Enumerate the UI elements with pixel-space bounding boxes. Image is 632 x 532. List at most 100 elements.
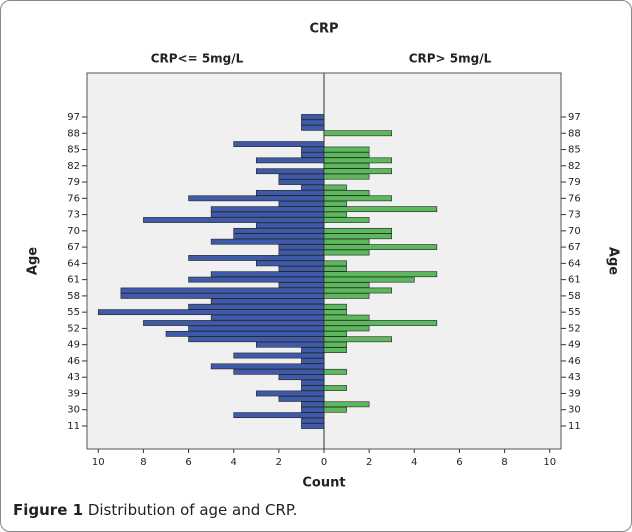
bar — [188, 336, 325, 343]
bar — [278, 282, 325, 288]
chart-title: CRP — [309, 22, 338, 37]
bar — [301, 401, 325, 408]
bar — [323, 330, 347, 337]
bar — [188, 325, 325, 332]
y-tick-label: 76 — [67, 193, 80, 204]
y-tick-label: 85 — [568, 145, 581, 156]
bar — [323, 320, 438, 326]
bar — [323, 227, 393, 234]
bar — [323, 282, 370, 288]
bar — [301, 114, 325, 120]
bar — [323, 190, 370, 196]
y-tick-label: 79 — [67, 177, 80, 188]
bar — [323, 260, 347, 267]
bar — [233, 227, 325, 234]
bar — [323, 130, 393, 137]
y-tick-label: 70 — [67, 226, 80, 237]
x-tick-label: 8 — [501, 457, 507, 468]
x-tick-label: 8 — [140, 457, 146, 468]
bar — [323, 184, 347, 191]
y-tick-label: 85 — [67, 145, 80, 156]
bar — [188, 255, 325, 261]
bar — [188, 303, 325, 310]
bar — [323, 341, 347, 348]
bar — [255, 157, 325, 164]
y-tick-label: 76 — [568, 193, 581, 204]
y-tick-label: 39 — [568, 388, 581, 399]
y-tick-label: 30 — [67, 405, 80, 416]
bar — [278, 200, 325, 207]
bar — [278, 374, 325, 381]
y-tick-label: 61 — [67, 275, 80, 286]
bar — [210, 314, 325, 321]
bar — [255, 190, 325, 196]
caption: Figure 1 Distribution of age and CRP. — [13, 501, 297, 519]
y-tick-label: 64 — [568, 258, 581, 269]
x-tick-label: 0 — [321, 457, 327, 468]
y-tick-label: 97 — [67, 112, 80, 123]
bar — [255, 260, 325, 267]
bar — [278, 249, 325, 256]
bar — [323, 406, 347, 413]
y-tick-label: 43 — [67, 372, 80, 383]
x-tick-label: 2 — [366, 457, 372, 468]
y-tick-label: 58 — [568, 291, 581, 302]
bar — [323, 162, 370, 169]
y-tick-label: 30 — [568, 405, 581, 416]
y-tick-label: 11 — [568, 421, 581, 432]
left-panel-title: CRP<= 5mg/L — [151, 52, 244, 66]
y-tick-label: 55 — [568, 307, 581, 318]
bar — [323, 325, 370, 332]
bar — [233, 368, 325, 375]
x-tick-label: 10 — [543, 457, 556, 468]
bar — [210, 271, 325, 278]
y-tick-label: 88 — [67, 128, 80, 139]
bar — [143, 320, 325, 326]
bar — [233, 412, 325, 419]
y-tick-label: 49 — [67, 340, 80, 351]
y-tick-label: 67 — [568, 242, 581, 253]
bar — [323, 233, 393, 240]
bar — [143, 217, 325, 223]
x-tick-label: 10 — [92, 457, 105, 468]
bar — [301, 124, 325, 131]
bar — [323, 303, 347, 310]
bar — [278, 244, 325, 250]
caption-label: Figure 1 — [13, 501, 84, 519]
y-tick-label: 39 — [67, 388, 80, 399]
bar — [323, 244, 438, 250]
bar — [301, 347, 325, 353]
y-tick-label: 82 — [67, 161, 80, 172]
bar — [210, 206, 325, 213]
chart: CRP CRP<= 5mg/L CRP> 5mg/L Count Age Age… — [26, 22, 621, 491]
bar — [255, 390, 325, 397]
bar — [323, 314, 370, 321]
y-axis-title-right: Age — [606, 247, 621, 275]
bar — [323, 168, 393, 175]
y-tick-label: 70 — [568, 226, 581, 237]
bar — [301, 406, 325, 413]
bar — [323, 309, 347, 316]
x-tick-label: 2 — [276, 457, 282, 468]
y-tick-label: 52 — [67, 323, 80, 334]
bar — [210, 238, 325, 245]
x-tick-label: 4 — [231, 457, 237, 468]
caption-text: Distribution of age and CRP. — [87, 501, 298, 519]
bar — [301, 379, 325, 386]
bar — [301, 146, 325, 153]
bar — [255, 341, 325, 348]
bar — [323, 271, 438, 278]
x-tick-label: 4 — [411, 457, 417, 468]
x-axis-title: Count — [302, 476, 345, 491]
bar — [301, 385, 325, 391]
bar — [323, 347, 347, 353]
y-tick-label: 64 — [67, 258, 80, 269]
bar — [323, 265, 347, 272]
bar — [323, 152, 370, 158]
bar — [255, 168, 325, 175]
y-tick-label: 73 — [568, 210, 581, 221]
y-tick-label: 58 — [67, 291, 80, 302]
y-tick-label: 82 — [568, 161, 581, 172]
y-tick-label: 88 — [568, 128, 581, 139]
bar — [233, 352, 325, 359]
